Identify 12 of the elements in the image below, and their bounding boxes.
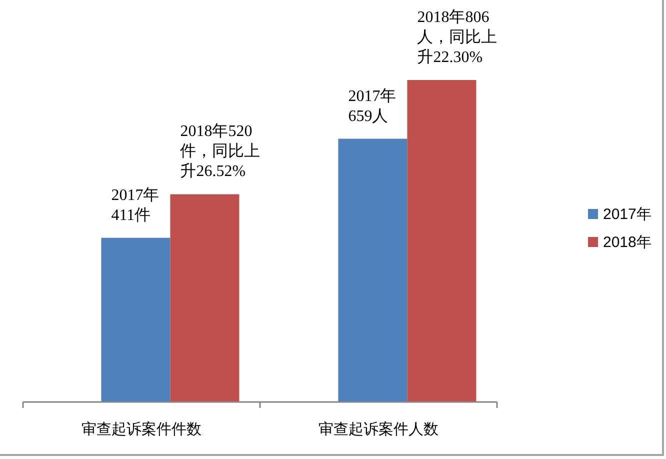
- data-label: 2018年520件，同比上升26.52%: [180, 122, 262, 182]
- bar: [170, 194, 240, 402]
- bar: [407, 80, 476, 402]
- bar: [338, 138, 408, 402]
- legend-label: 2018年: [603, 234, 652, 251]
- data-label: 2017年659人: [348, 86, 398, 127]
- data-label: 2017年411件: [111, 186, 160, 226]
- legend-label: 2017年: [603, 206, 652, 223]
- data-label: 2018年806人，同比上升22.30%: [417, 8, 498, 68]
- bar: [101, 238, 170, 402]
- x-tick-label: 审查起诉案件人数: [318, 420, 438, 438]
- x-tick-label: 审查起诉案件件数: [82, 420, 202, 438]
